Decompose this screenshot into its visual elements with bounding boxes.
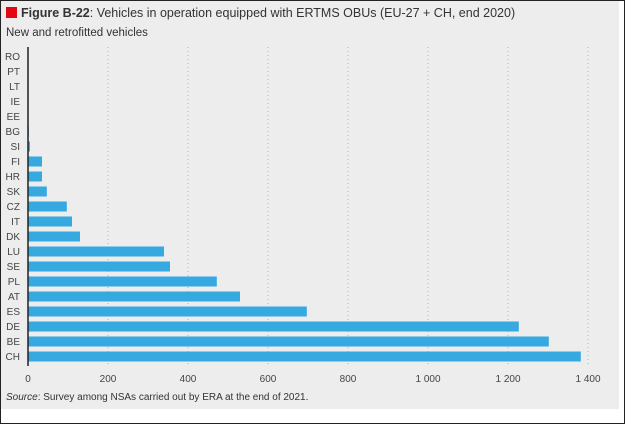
bar xyxy=(28,291,240,302)
x-tick-label: 1 200 xyxy=(495,374,520,385)
bar xyxy=(28,336,549,347)
category-label: AT xyxy=(8,292,20,303)
figure-title-text: : Vehicles in operation equipped with ER… xyxy=(89,6,516,20)
category-label: CZ xyxy=(7,202,20,213)
bar xyxy=(28,216,72,227)
category-label: SI xyxy=(11,142,20,153)
figure-title: Figure B-22: Vehicles in operation equip… xyxy=(6,6,515,20)
source-text: : Survey among NSAs carried out by ERA a… xyxy=(37,392,309,403)
x-tick-label: 400 xyxy=(180,374,197,385)
x-tick-label: 0 xyxy=(25,374,31,385)
category-label: RO xyxy=(5,52,20,63)
category-label: FI xyxy=(11,157,20,168)
bar xyxy=(28,306,307,317)
category-label: ES xyxy=(7,307,21,318)
figure-panel: Figure B-22: Vehicles in operation equip… xyxy=(1,1,619,409)
category-label: PL xyxy=(8,277,21,288)
bar xyxy=(28,141,30,152)
figure-label: Figure B-22 xyxy=(21,6,90,20)
bar xyxy=(28,186,47,197)
category-label: DK xyxy=(6,232,20,243)
category-label: SE xyxy=(7,262,21,273)
source-note: Source: Survey among NSAs carried out by… xyxy=(6,392,308,403)
bar xyxy=(28,351,581,362)
category-label: CH xyxy=(6,352,20,363)
category-label: LT xyxy=(9,82,20,93)
source-label: Source xyxy=(6,392,38,403)
bar xyxy=(28,231,80,242)
bar xyxy=(28,201,67,212)
bar xyxy=(28,321,519,332)
x-tick-label: 1 400 xyxy=(575,374,600,385)
bar xyxy=(28,246,164,257)
category-label: BE xyxy=(7,337,21,348)
category-label: PT xyxy=(7,67,20,78)
category-label: DE xyxy=(6,322,20,333)
bar xyxy=(28,156,42,167)
x-tick-label: 800 xyxy=(340,374,357,385)
x-tick-label: 600 xyxy=(260,374,277,385)
x-tick-label: 1 000 xyxy=(415,374,440,385)
category-label: SK xyxy=(7,187,21,198)
category-label: IE xyxy=(11,97,21,108)
category-label: BG xyxy=(6,127,21,138)
bar-chart: RO PT LT IE EE BG SI FI HR SK CZ IT DK LU SE PL AT ES DE BE… xyxy=(5,47,601,385)
bar xyxy=(28,261,170,272)
category-label: EE xyxy=(7,112,21,123)
category-label: LU xyxy=(7,247,20,258)
red-square-icon xyxy=(6,7,17,18)
figure-subtitle: New and retrofitted vehicles xyxy=(6,27,148,39)
bar xyxy=(28,171,42,182)
category-label: IT xyxy=(11,217,20,228)
x-tick-label: 200 xyxy=(100,374,117,385)
category-label: HR xyxy=(6,172,20,183)
bar xyxy=(28,276,217,287)
